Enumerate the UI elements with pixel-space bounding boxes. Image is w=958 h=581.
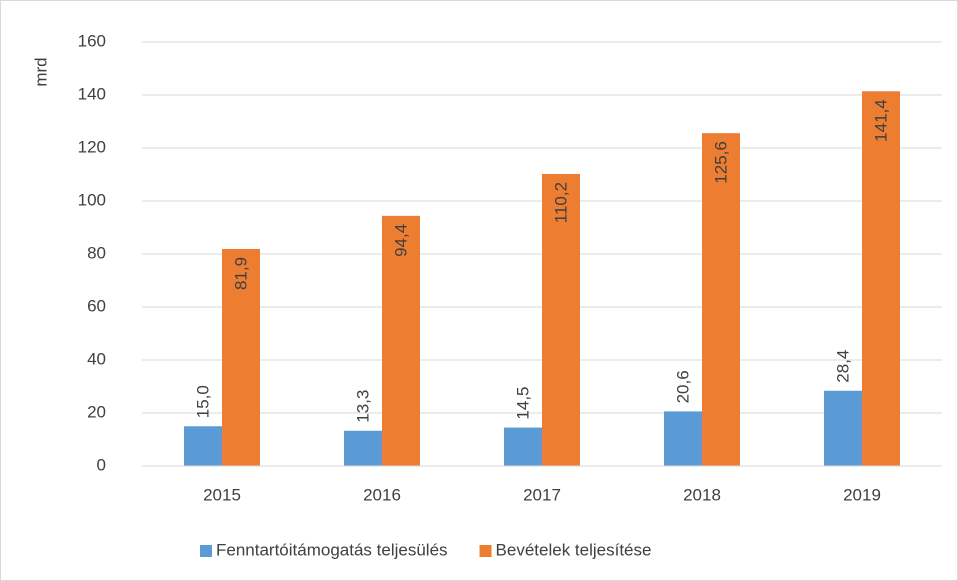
x-tick-label: 2015 xyxy=(203,485,241,504)
x-tick-label: 2017 xyxy=(523,485,561,504)
legend-swatch xyxy=(200,545,212,557)
y-tick-label: 100 xyxy=(78,190,106,209)
y-tick-label: 80 xyxy=(87,243,106,262)
y-tick-label: 40 xyxy=(87,349,106,368)
bar xyxy=(504,427,542,466)
data-label: 110,2 xyxy=(551,182,570,223)
legend-label: Bevételek teljesítése xyxy=(496,540,652,559)
bar xyxy=(664,411,702,466)
data-label: 141,4 xyxy=(871,99,890,142)
data-label: 125,6 xyxy=(711,141,730,184)
bar xyxy=(382,215,420,466)
bar xyxy=(702,133,740,466)
data-label: 15,0 xyxy=(193,385,212,418)
y-tick-label: 140 xyxy=(78,84,106,103)
data-label: 94,4 xyxy=(391,224,410,257)
legend-swatch xyxy=(479,545,492,557)
bar xyxy=(824,390,862,466)
data-label: 20,6 xyxy=(673,370,692,403)
x-tick-label: 2016 xyxy=(363,485,401,504)
bar xyxy=(542,173,580,466)
legend-label: Fenntartóitámogatás teljesülés xyxy=(216,540,448,559)
x-tick-label: 2018 xyxy=(683,485,721,504)
bar xyxy=(222,248,260,466)
y-tick-label: 20 xyxy=(87,402,106,421)
y-tick-label: 160 xyxy=(78,31,106,50)
data-label: 13,3 xyxy=(353,390,372,423)
y-tick-label: 60 xyxy=(87,296,106,315)
y-tick-label: 0 xyxy=(97,455,106,474)
bar xyxy=(862,91,900,466)
data-label: 14,5 xyxy=(513,386,532,419)
bar xyxy=(184,426,222,466)
data-label: 28,4 xyxy=(833,350,852,383)
y-axis-label: mrd xyxy=(31,57,50,86)
bar xyxy=(344,430,382,466)
data-label: 81,9 xyxy=(231,257,250,290)
y-tick-label: 120 xyxy=(78,137,106,156)
x-tick-label: 2019 xyxy=(843,485,881,504)
